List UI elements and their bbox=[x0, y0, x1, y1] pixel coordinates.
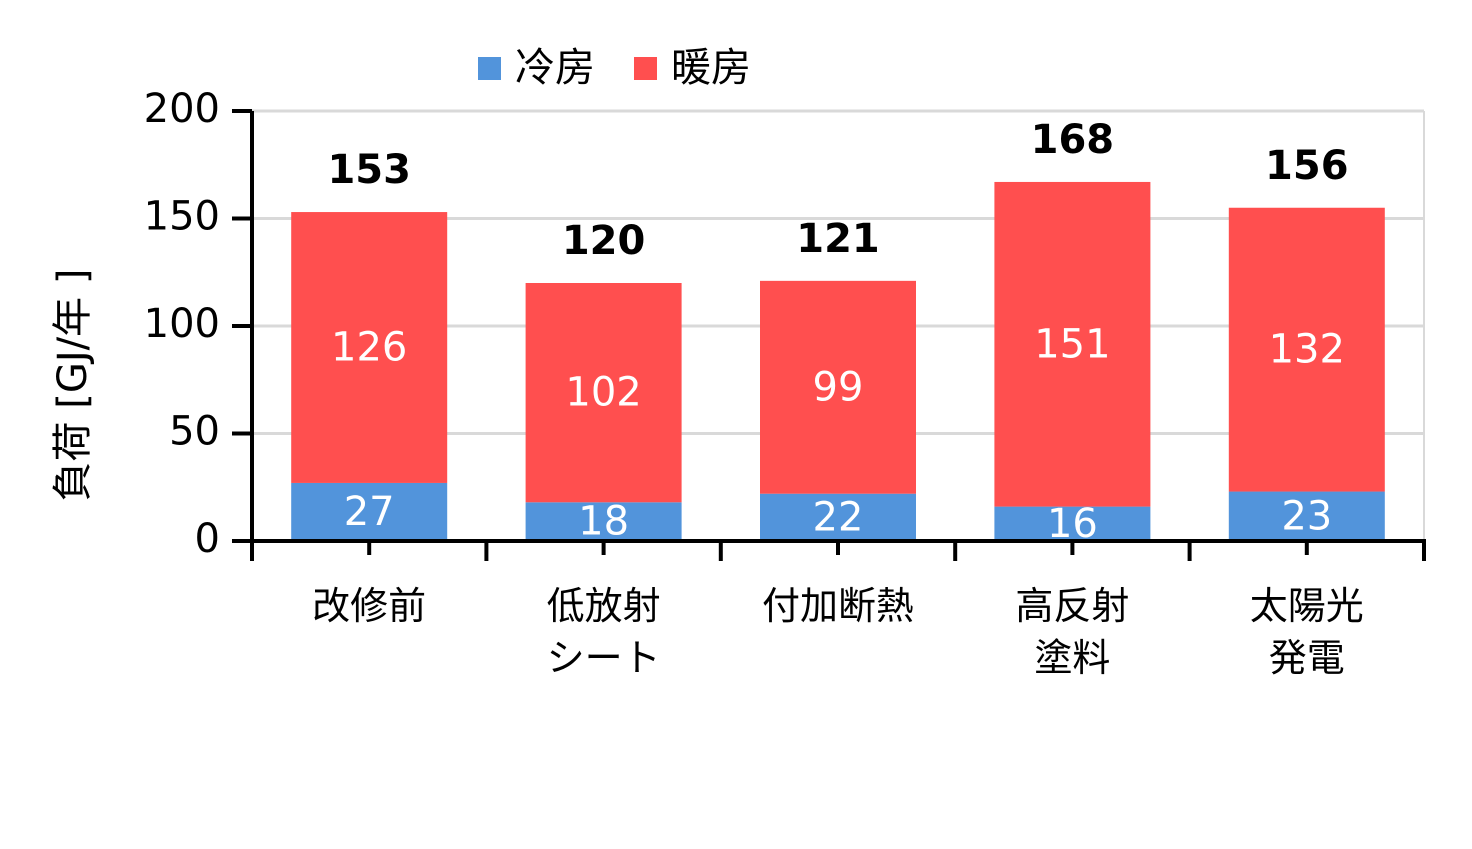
y-tick-label: 150 bbox=[144, 194, 220, 240]
data-label: 99 bbox=[813, 364, 864, 410]
legend-label: 暖房 bbox=[671, 45, 751, 91]
x-tick-label: 太陽光 発電 bbox=[1249, 584, 1364, 680]
data-label: 18 bbox=[578, 499, 629, 545]
legend-swatch bbox=[634, 57, 657, 80]
legend-label: 冷房 bbox=[515, 45, 595, 91]
x-tick-label: 付加断熱 bbox=[761, 584, 914, 628]
total-label: 168 bbox=[1031, 117, 1115, 163]
data-label: 27 bbox=[344, 489, 395, 535]
total-label: 121 bbox=[796, 216, 880, 262]
bar-segment bbox=[760, 493, 916, 541]
data-label: 22 bbox=[813, 494, 864, 540]
y-tick-label: 50 bbox=[169, 409, 220, 455]
data-label: 151 bbox=[1034, 321, 1110, 367]
y-tick-label: 100 bbox=[144, 301, 220, 347]
y-tick-label: 200 bbox=[144, 86, 220, 132]
bar-segment bbox=[1228, 207, 1385, 492]
bar-segment bbox=[291, 212, 448, 483]
bar-segment bbox=[1228, 491, 1385, 541]
total-label: 120 bbox=[562, 218, 646, 264]
bar-segment bbox=[994, 181, 1151, 507]
x-tick-label: 改修前 bbox=[312, 584, 427, 628]
y-tick-label: 0 bbox=[195, 516, 220, 562]
legend-swatch bbox=[478, 57, 501, 80]
x-tick-label: 低放射 シート bbox=[546, 584, 661, 680]
bar-segment bbox=[525, 502, 682, 541]
bar-segment bbox=[525, 283, 682, 503]
bar-segment bbox=[760, 280, 916, 494]
total-label: 156 bbox=[1265, 143, 1349, 189]
data-label: 102 bbox=[565, 370, 641, 416]
data-label: 126 bbox=[331, 325, 407, 371]
x-tick-label: 高反射 塗料 bbox=[1015, 584, 1130, 680]
bar-segment bbox=[291, 482, 448, 541]
bar-segment bbox=[994, 506, 1151, 541]
y-axis-label: 負荷 [GJ/年 ] bbox=[50, 269, 96, 502]
data-label: 132 bbox=[1269, 327, 1345, 373]
data-label: 23 bbox=[1281, 493, 1332, 539]
total-label: 153 bbox=[327, 147, 411, 193]
